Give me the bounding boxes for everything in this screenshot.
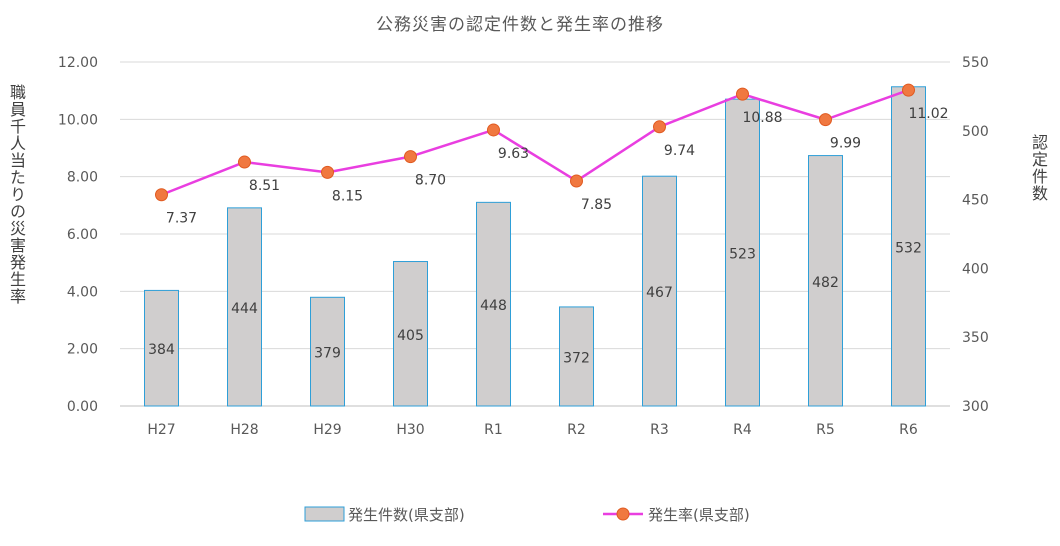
- legend-line-marker: [616, 507, 630, 521]
- line-series: [155, 83, 915, 202]
- rate-marker: [321, 165, 334, 179]
- rate-marker: [819, 113, 832, 127]
- rate-line: [161, 88, 909, 196]
- category-label: H29: [313, 422, 341, 438]
- legend-item-line: 発生率(県支部): [603, 506, 750, 524]
- right-tick-label: 400: [962, 261, 989, 277]
- bar: [642, 175, 677, 407]
- bar-value-label: 384: [148, 342, 175, 358]
- left-tick-label: 0.00: [67, 399, 98, 415]
- rate-value-label: 8.51: [249, 178, 280, 194]
- category-label: R4: [733, 422, 752, 438]
- bar-value-label: 448: [480, 298, 507, 314]
- legend: 発生件数(県支部) 発生率(県支部): [304, 506, 750, 524]
- rate-marker: [570, 174, 583, 188]
- category-label: R3: [650, 422, 669, 438]
- bar: [808, 155, 843, 407]
- bar-value-label: 379: [314, 346, 341, 362]
- legend-line-label: 発生率(県支部): [648, 506, 750, 524]
- left-axis-ticks: 0.00 2.00 4.00 6.00 8.00 10.00 12.00: [58, 55, 98, 415]
- right-tick-label: 500: [962, 124, 989, 140]
- bar: [227, 207, 262, 407]
- legend-item-bar: 発生件数(県支部): [304, 506, 465, 524]
- category-label: R6: [899, 422, 918, 438]
- left-tick-label: 4.00: [67, 284, 98, 300]
- bar: [144, 289, 179, 407]
- bar-series: [144, 86, 926, 407]
- rate-value-label: 10.88: [742, 110, 782, 126]
- rate-value-label: 9.99: [830, 136, 861, 152]
- bar-value-label: 523: [729, 247, 756, 263]
- category-label: H28: [230, 422, 258, 438]
- category-label: H27: [147, 422, 175, 438]
- rate-value-label: 8.70: [415, 173, 446, 189]
- right-axis-ticks: 300 350 400 450 500 550: [962, 55, 989, 415]
- left-tick-label: 8.00: [67, 170, 98, 186]
- rate-value-label: 11.02: [908, 106, 948, 122]
- chart-title: 公務災害の認定件数と発生率の推移: [376, 15, 664, 35]
- category-label: R1: [484, 422, 503, 438]
- bar-value-label: 405: [397, 328, 424, 344]
- left-tick-label: 6.00: [67, 227, 98, 243]
- rate-marker: [902, 83, 915, 97]
- bar: [476, 201, 511, 407]
- bar: [559, 306, 594, 407]
- rate-value-label: 7.37: [166, 211, 197, 227]
- rate-marker: [155, 188, 168, 202]
- left-tick-label: 2.00: [67, 342, 98, 358]
- legend-bar-swatch: [304, 506, 345, 522]
- rate-marker: [736, 87, 749, 101]
- rate-marker: [404, 150, 417, 164]
- right-tick-label: 450: [962, 193, 989, 209]
- bar-value-label: 372: [563, 350, 590, 366]
- bar: [891, 86, 926, 407]
- rate-marker: [487, 123, 500, 137]
- rate-value-label: 7.85: [581, 197, 612, 213]
- left-axis-label: 職員千人当たりの災害発生率: [7, 84, 26, 305]
- left-tick-label: 10.00: [58, 112, 98, 128]
- bar: [310, 296, 345, 407]
- bar-value-label: 482: [812, 275, 839, 291]
- right-tick-label: 350: [962, 330, 989, 346]
- rate-marker: [653, 120, 666, 134]
- line-data-labels: 7.37 8.51 8.15 8.70 9.63 7.85 9.74 10.88 9.99 11.…: [166, 106, 949, 227]
- category-label: R5: [816, 422, 835, 438]
- rate-value-label: 9.63: [498, 146, 529, 162]
- bar: [393, 261, 428, 407]
- right-axis-label: 認定件数: [1029, 134, 1048, 202]
- bar-value-label: 467: [646, 285, 673, 301]
- rate-value-label: 9.74: [664, 143, 695, 159]
- bar-value-label: 444: [231, 301, 258, 317]
- bar-data-labels: 384 444 379 405 448 372 467 523 482 532: [148, 240, 922, 366]
- rate-marker: [238, 155, 251, 169]
- legend-bar-label: 発生件数(県支部): [348, 506, 465, 524]
- category-label: R2: [567, 422, 586, 438]
- right-tick-label: 550: [962, 55, 989, 71]
- right-tick-label: 300: [962, 399, 989, 415]
- bar-value-label: 532: [895, 240, 922, 256]
- rate-value-label: 8.15: [332, 188, 363, 204]
- category-label: H30: [396, 422, 424, 438]
- category-axis-labels: H27 H28 H29 H30 R1 R2 R3 R4 R5 R6: [147, 422, 918, 438]
- bar: [725, 98, 760, 407]
- left-tick-label: 12.00: [58, 55, 98, 71]
